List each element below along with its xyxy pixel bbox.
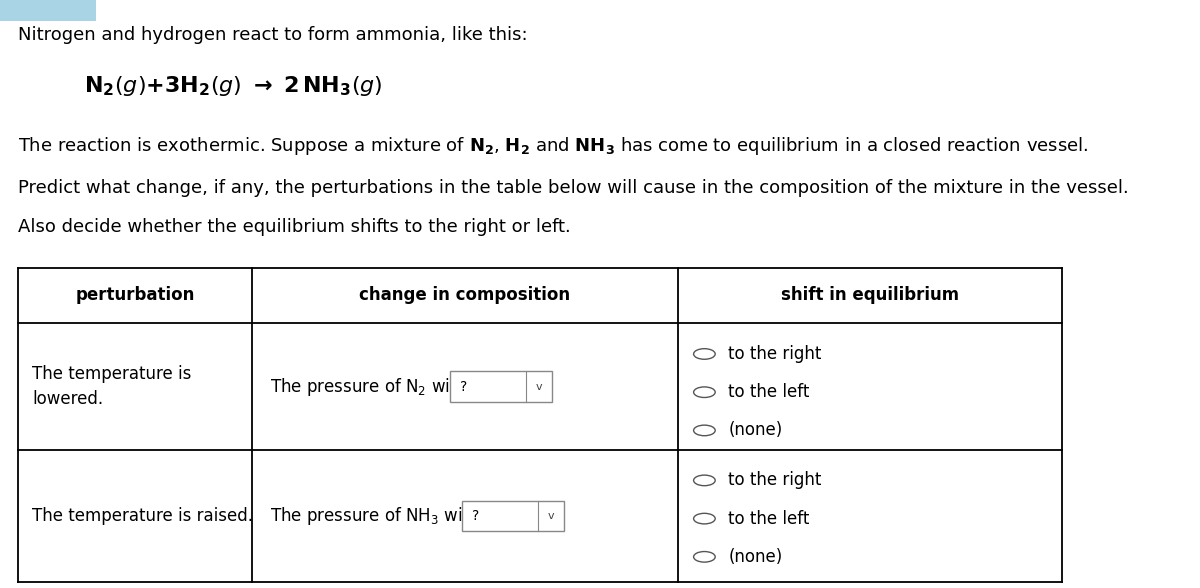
Text: (none): (none) bbox=[728, 422, 782, 439]
Text: (none): (none) bbox=[728, 548, 782, 566]
Text: to the left: to the left bbox=[728, 510, 810, 527]
Text: change in composition: change in composition bbox=[360, 286, 570, 305]
Text: v: v bbox=[535, 382, 542, 392]
Text: Also decide whether the equilibrium shifts to the right or left.: Also decide whether the equilibrium shif… bbox=[18, 218, 571, 236]
FancyBboxPatch shape bbox=[450, 372, 552, 402]
Text: to the left: to the left bbox=[728, 383, 810, 401]
Text: The pressure of $\mathregular{N_2}$ will: The pressure of $\mathregular{N_2}$ will bbox=[270, 376, 460, 397]
Text: ?: ? bbox=[460, 380, 467, 393]
Text: to the right: to the right bbox=[728, 472, 822, 489]
Text: The pressure of $\mathregular{NH_3}$ will: The pressure of $\mathregular{NH_3}$ wil… bbox=[270, 505, 472, 527]
Text: shift in equilibrium: shift in equilibrium bbox=[781, 286, 959, 305]
Text: The reaction is exothermic. Suppose a mixture of $\mathbf{N_2}$, $\mathbf{H_2}$ : The reaction is exothermic. Suppose a mi… bbox=[18, 135, 1088, 157]
Text: The temperature is
lowered.: The temperature is lowered. bbox=[32, 365, 192, 408]
Text: to the right: to the right bbox=[728, 345, 822, 363]
Text: ?: ? bbox=[472, 509, 479, 523]
Text: v: v bbox=[547, 511, 554, 521]
Text: The temperature is raised.: The temperature is raised. bbox=[32, 507, 253, 525]
FancyBboxPatch shape bbox=[462, 500, 564, 532]
Text: Predict what change, if any, the perturbations in the table below will cause in : Predict what change, if any, the perturb… bbox=[18, 179, 1129, 198]
FancyBboxPatch shape bbox=[0, 0, 96, 21]
Text: Nitrogen and hydrogen react to form ammonia, like this:: Nitrogen and hydrogen react to form ammo… bbox=[18, 26, 528, 45]
Text: perturbation: perturbation bbox=[76, 286, 194, 305]
Text: $\bf{N_2}$$\it{(g)}$$\bf{+3H_2}$$\it{(g)}$ $\bf{\rightarrow}$ $\bf{2\,NH_3}$$\it: $\bf{N_2}$$\it{(g)}$$\bf{+3H_2}$$\it{(g)… bbox=[84, 74, 383, 98]
